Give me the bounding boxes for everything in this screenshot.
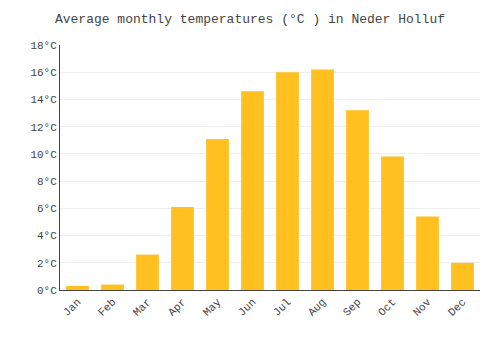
svg-text:Mar: Mar [131, 296, 153, 318]
svg-text:18°C: 18°C [30, 40, 57, 52]
svg-text:Jul: Jul [271, 296, 293, 318]
svg-text:Jan: Jan [61, 296, 83, 318]
svg-text:Oct: Oct [376, 296, 398, 318]
svg-text:May: May [201, 296, 224, 319]
svg-text:6°C: 6°C [37, 203, 57, 215]
svg-text:10°C: 10°C [30, 149, 57, 161]
svg-text:Average monthly temperatures (: Average monthly temperatures (°C ) in Ne… [55, 12, 445, 27]
svg-text:Apr: Apr [166, 296, 188, 318]
svg-text:Dec: Dec [446, 296, 468, 318]
svg-text:Sep: Sep [341, 296, 363, 318]
svg-text:Aug: Aug [306, 296, 328, 318]
svg-text:Nov: Nov [411, 296, 434, 319]
svg-text:14°C: 14°C [30, 94, 57, 106]
svg-text:Feb: Feb [96, 296, 118, 318]
svg-text:0°C: 0°C [37, 285, 57, 297]
svg-text:Jun: Jun [236, 296, 258, 318]
svg-text:12°C: 12°C [30, 122, 57, 134]
svg-text:4°C: 4°C [37, 230, 57, 242]
svg-text:2°C: 2°C [37, 258, 57, 270]
svg-text:16°C: 16°C [30, 67, 57, 79]
svg-text:8°C: 8°C [37, 176, 57, 188]
